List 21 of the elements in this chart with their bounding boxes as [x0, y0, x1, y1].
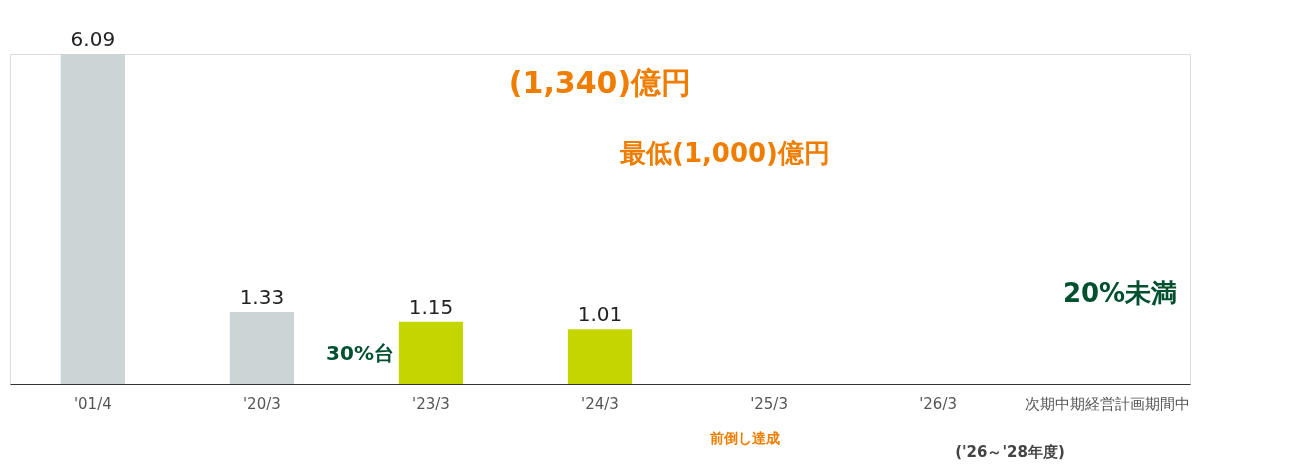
data-label: 6.09	[70, 27, 116, 51]
x-tick-label: '23/3	[412, 394, 450, 413]
x-tick-label: '25/3	[750, 394, 788, 413]
annotation: 最低(1,000)億円	[618, 138, 831, 168]
x-tick-label: '01/4	[73, 394, 112, 413]
bar	[60, 54, 125, 384]
annotation: (1,340)億円	[508, 65, 692, 100]
bar	[229, 311, 295, 384]
data-label: 1.01	[577, 302, 623, 327]
data-label: 1.33	[239, 284, 285, 309]
annotation: 30%台	[326, 341, 394, 365]
data-label: 1.15	[408, 294, 454, 319]
x-tick-label: '20/3	[242, 394, 281, 413]
bar	[567, 329, 633, 384]
x-tick-label: 次期中期経営計画期間中	[1024, 394, 1190, 413]
x-tick-label: '26/3	[919, 394, 958, 413]
text: ('26～'28年度)	[955, 443, 1065, 461]
annotation: 20%未満	[1062, 278, 1178, 308]
bar	[398, 321, 464, 384]
x-tick-label: '24/3	[581, 394, 619, 413]
text: 前倒し達成	[709, 430, 780, 446]
